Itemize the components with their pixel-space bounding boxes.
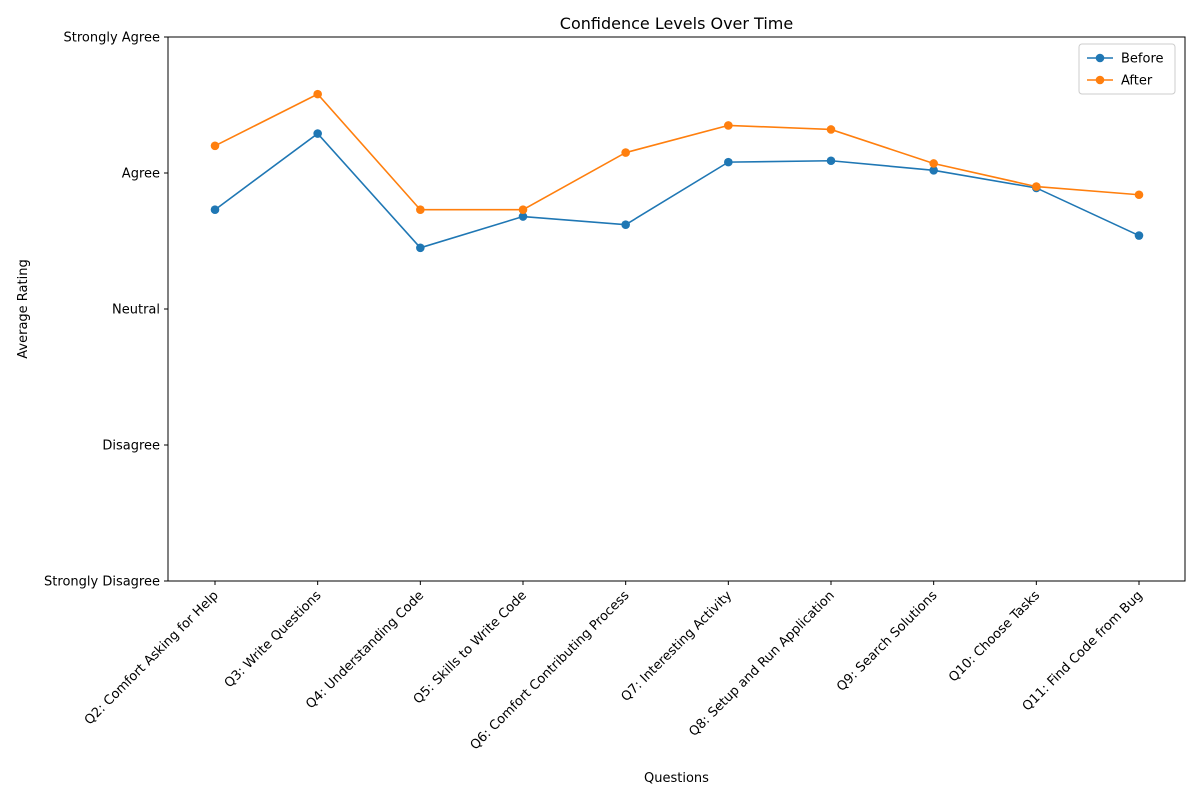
legend-marker <box>1095 75 1105 85</box>
data-point <box>210 205 220 215</box>
x-tick-label: Q4: Understanding Code <box>303 588 427 712</box>
data-point <box>313 129 322 138</box>
series-layer <box>210 89 1144 253</box>
data-point <box>518 212 528 221</box>
data-point <box>416 205 425 215</box>
y-tick-label: Neutral <box>112 303 160 318</box>
data-point <box>1134 190 1144 200</box>
series-before <box>210 129 1144 253</box>
legend-entry: Before <box>1087 52 1164 67</box>
x-tick-label: Q10: Choose Tasks <box>946 588 1043 685</box>
data-point <box>929 165 938 175</box>
data-point <box>210 141 220 151</box>
y-axis-label: Average Rating <box>16 259 31 358</box>
data-point <box>724 157 733 167</box>
data-point <box>826 156 836 166</box>
data-point <box>621 148 630 157</box>
chart-title: Confidence Levels Over Time <box>560 14 793 33</box>
y-tick-label: Disagree <box>102 439 160 454</box>
legend-entry: After <box>1087 74 1153 89</box>
x-tick-label: Q2: Comfort Asking for Help <box>82 588 222 728</box>
data-point <box>621 220 630 229</box>
data-point <box>518 205 528 215</box>
x-axis: Q2: Comfort Asking for Help Q3: Write Que… <box>82 581 1146 753</box>
y-tick-label: Strongly Agree <box>64 31 161 46</box>
data-point <box>929 159 938 168</box>
y-axis: Strongly Disagree Disagree Neutral Agree Str… <box>44 31 168 590</box>
series-after <box>210 89 1144 215</box>
data-point <box>313 89 322 99</box>
legend-label: After <box>1121 74 1153 89</box>
x-tick-label: Q3: Write Questions <box>222 588 325 691</box>
data-point <box>826 125 836 134</box>
data-point <box>724 121 733 130</box>
data-point <box>1032 182 1041 191</box>
x-tick-label: Q7: Interesting Activity <box>619 588 736 705</box>
data-point <box>1134 231 1144 240</box>
y-tick-label: Agree <box>122 167 160 182</box>
x-tick-label: Q6: Comfort Contributing Process <box>468 588 633 753</box>
x-tick-label: Q9: Search Solutions <box>834 588 941 695</box>
y-tick-label: Strongly Disagree <box>44 575 160 590</box>
legend-marker <box>1095 53 1105 63</box>
series-line <box>214 132 1140 249</box>
x-tick-label: Q5: Skills to Write Code <box>411 588 530 707</box>
data-point <box>416 243 425 253</box>
x-axis-label: Questions <box>644 771 709 786</box>
x-tick-label: Q11: Find Code from Bug <box>1020 588 1146 714</box>
plot-frame <box>167 36 1186 582</box>
legend-label: Before <box>1121 52 1164 67</box>
legend: Before After <box>1078 43 1176 95</box>
series-line <box>214 93 1140 211</box>
